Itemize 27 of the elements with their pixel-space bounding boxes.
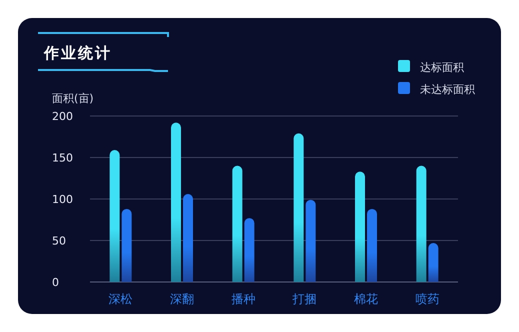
x-tick-label: 棉花 xyxy=(354,292,378,306)
bar xyxy=(110,150,120,282)
bar xyxy=(244,218,254,282)
x-tick-label: 喷药 xyxy=(415,292,440,306)
x-tick-label: 打捆 xyxy=(292,292,317,306)
bar xyxy=(183,194,193,282)
bar xyxy=(355,172,365,282)
bar xyxy=(428,243,438,282)
y-tick-label: 100 xyxy=(52,193,73,206)
bar xyxy=(416,166,426,282)
y-tick-label: 0 xyxy=(52,276,59,289)
bar xyxy=(367,208,377,282)
x-tick-label: 播种 xyxy=(231,292,256,306)
bar xyxy=(171,122,181,282)
bar xyxy=(232,166,242,282)
y-tick-label: 200 xyxy=(52,110,73,123)
x-tick-label: 深翻 xyxy=(170,292,194,306)
bar xyxy=(294,133,304,282)
y-tick-label: 150 xyxy=(52,152,73,164)
y-tick-label: 50 xyxy=(52,234,66,248)
chart-title: 作业统计 xyxy=(43,44,112,62)
bar xyxy=(306,200,316,282)
x-tick-label: 深松 xyxy=(108,292,133,306)
bar xyxy=(122,208,132,282)
y-axis-title: 面积(亩) xyxy=(52,92,94,105)
legend-label: 未达标面积 xyxy=(420,83,475,96)
legend-label: 达标面积 xyxy=(420,61,464,74)
